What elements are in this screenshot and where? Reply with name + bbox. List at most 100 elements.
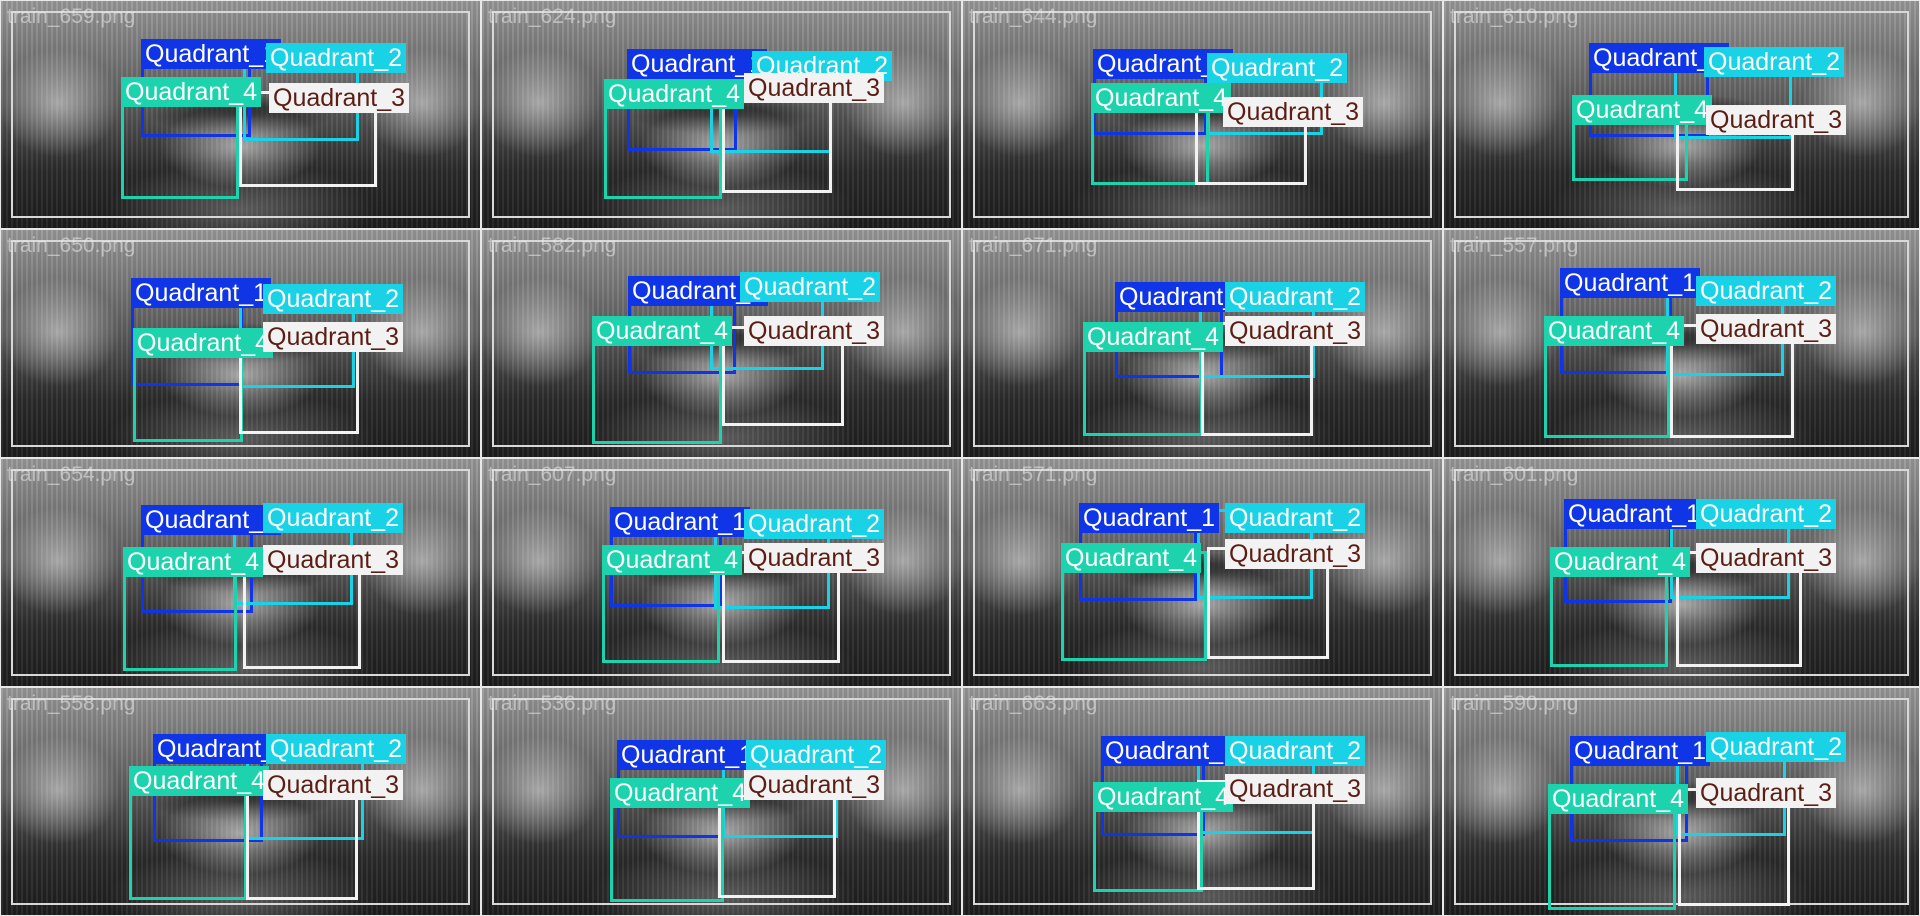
image-filename: train_558.png <box>7 692 136 715</box>
box-class-label: Quadrant_3 <box>1225 316 1366 346</box>
box-class-label: Quadrant_4 <box>129 766 270 796</box>
xray-film-border <box>492 698 951 905</box>
box-class-label: Quadrant_4 <box>1093 782 1234 812</box>
image-filename: train_659.png <box>7 5 136 28</box>
box-class-label: Quadrant_1 <box>1101 736 1242 766</box>
image-filename: train_607.png <box>488 463 617 486</box>
xray-tile: train_582.png Quadrant_1 Quadrant_2 Quadran… <box>481 229 962 458</box>
xray-tile: train_644.png Quadrant_1 Quadrant_2 Quadran… <box>962 0 1443 229</box>
xray-tile: train_558.png Quadrant_1 Quadrant_2 Quadran… <box>0 687 481 916</box>
box-class-label: Quadrant_3 <box>744 543 885 573</box>
xray-tile: train_671.png Quadrant_1 Quadrant_2 Quadran… <box>962 229 1443 458</box>
xray-tile: train_590.png Quadrant_1 Quadrant_2 Quadran… <box>1443 687 1920 916</box>
box-class-label: Quadrant_3 <box>1696 314 1837 344</box>
xray-tile: train_607.png Quadrant_1 Quadrant_2 Quadran… <box>481 458 962 687</box>
box-class-label: Quadrant_4 <box>123 547 264 577</box>
box-class-label: Quadrant_3 <box>1696 543 1837 573</box>
xray-tile: train_601.png Quadrant_1 Quadrant_2 Quadran… <box>1443 458 1920 687</box>
box-class-label: Quadrant_1 <box>627 49 768 79</box>
box-class-label: Quadrant_3 <box>1225 774 1366 804</box>
image-filename: train_536.png <box>488 692 617 715</box>
xray-film-border <box>1454 469 1909 676</box>
box-class-label: Quadrant_1 <box>141 39 282 69</box>
image-filename: train_601.png <box>1450 463 1579 486</box>
image-filename: train_671.png <box>969 234 1098 257</box>
image-filename: train_644.png <box>969 5 1098 28</box>
box-class-label: Quadrant_4 <box>133 328 274 358</box>
xray-film-border <box>11 698 470 905</box>
box-class-label: Quadrant_2 <box>746 740 887 770</box>
box-class-label: Quadrant_3 <box>744 316 885 346</box>
xray-tile: train_650.png Quadrant_1 Quadrant_2 Quadran… <box>0 229 481 458</box>
xray-film-border <box>11 240 470 447</box>
xray-tile: train_610.png Quadrant_1 Quadrant_2 Quadran… <box>1443 0 1920 229</box>
box-class-label: Quadrant_1 <box>1560 268 1701 298</box>
box-class-label: Quadrant_3 <box>1706 105 1847 135</box>
box-class-label: Quadrant_1 <box>1570 736 1711 766</box>
box-class-label: Quadrant_2 <box>266 734 407 764</box>
xray-tile: train_659.png Quadrant_1 Quadrant_2 Quadran… <box>0 0 481 229</box>
image-filename: train_663.png <box>969 692 1098 715</box>
xray-film-border <box>973 698 1432 905</box>
xray-tile: train_624.png Quadrant_1 Quadrant_2 Quadran… <box>481 0 962 229</box>
xray-tile: train_654.png Quadrant_1 Quadrant_2 Quadran… <box>0 458 481 687</box>
xray-tile: train_663.png Quadrant_1 Quadrant_2 Quadran… <box>962 687 1443 916</box>
box-class-label: Quadrant_4 <box>1548 784 1689 814</box>
panoramic-xray-image <box>1 688 480 915</box>
box-class-label: Quadrant_3 <box>263 770 404 800</box>
box-class-label: Quadrant_2 <box>1706 732 1847 762</box>
xray-film-border <box>973 469 1432 676</box>
image-filename: train_610.png <box>1450 5 1579 28</box>
box-class-label: Quadrant_3 <box>744 770 885 800</box>
xray-film-border <box>11 469 470 676</box>
xray-film-border <box>973 11 1432 218</box>
box-class-label: Quadrant_4 <box>1544 316 1685 346</box>
image-filename: train_557.png <box>1450 234 1579 257</box>
box-class-label: Quadrant_4 <box>121 77 262 107</box>
box-class-label: Quadrant_3 <box>263 545 404 575</box>
xray-tile: train_571.png Quadrant_1 Quadrant_2 Quadran… <box>962 458 1443 687</box>
box-class-label: Quadrant_3 <box>1696 778 1837 808</box>
image-filename: train_571.png <box>969 463 1098 486</box>
image-filename: train_650.png <box>7 234 136 257</box>
xray-film-border <box>492 469 951 676</box>
box-class-label: Quadrant_4 <box>1550 547 1691 577</box>
box-class-label: Quadrant_2 <box>1225 736 1366 766</box>
box-class-label: Quadrant_2 <box>1696 276 1837 306</box>
box-class-label: Quadrant_1 <box>1564 499 1705 529</box>
panoramic-xray-image <box>963 459 1442 686</box>
image-filename: train_582.png <box>488 234 617 257</box>
image-filename: train_590.png <box>1450 692 1579 715</box>
image-filename: train_624.png <box>488 5 617 28</box>
box-class-label: Quadrant_4 <box>592 316 733 346</box>
xray-tile: train_536.png Quadrant_1 Quadrant_2 Quadran… <box>481 687 962 916</box>
box-class-label: Quadrant_2 <box>1225 503 1366 533</box>
box-class-label: Quadrant_4 <box>1083 322 1224 352</box>
box-class-label: Quadrant_3 <box>744 73 885 103</box>
xray-film-border <box>11 11 470 218</box>
box-class-label: Quadrant_3 <box>269 83 410 113</box>
box-class-label: Quadrant_4 <box>604 79 745 109</box>
box-class-label: Quadrant_1 <box>131 278 272 308</box>
xray-film-border <box>1454 11 1909 218</box>
box-class-label: Quadrant_2 <box>1704 47 1845 77</box>
box-class-label: Quadrant_1 <box>1079 503 1220 533</box>
box-class-label: Quadrant_4 <box>610 778 751 808</box>
xray-film-border <box>1454 240 1909 447</box>
box-class-label: Quadrant_2 <box>263 503 404 533</box>
box-class-label: Quadrant_2 <box>1207 53 1348 83</box>
box-class-label: Quadrant_4 <box>1091 83 1232 113</box>
box-class-label: Quadrant_2 <box>740 272 881 302</box>
xray-film-border <box>492 11 951 218</box>
image-filename: train_654.png <box>7 463 136 486</box>
xray-film-border <box>973 240 1432 447</box>
box-class-label: Quadrant_2 <box>1696 499 1837 529</box>
box-class-label: Quadrant_1 <box>141 505 282 535</box>
box-class-label: Quadrant_3 <box>1225 539 1366 569</box>
box-class-label: Quadrant_2 <box>263 284 404 314</box>
box-class-label: Quadrant_4 <box>1061 543 1202 573</box>
box-class-label: Quadrant_1 <box>617 740 758 770</box>
box-class-label: Quadrant_1 <box>610 507 751 537</box>
box-class-label: Quadrant_3 <box>263 322 404 352</box>
